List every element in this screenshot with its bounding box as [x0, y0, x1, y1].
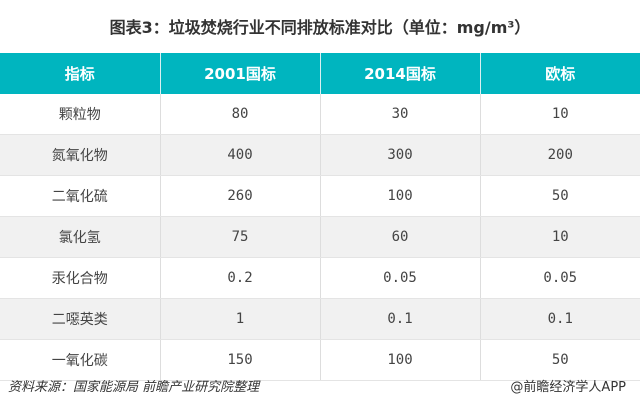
- table-cell: 60: [320, 216, 481, 258]
- table-cell: 75: [160, 216, 321, 258]
- table-cell: 0.1: [320, 298, 481, 340]
- row-label: 颗粒物: [0, 94, 161, 135]
- row-label: 氯化氢: [0, 216, 161, 258]
- table-cell: 1: [160, 298, 321, 340]
- row-label: 二氧化硫: [0, 175, 161, 217]
- table-row: 一氧化碳 150 100 50: [0, 339, 640, 381]
- source-note: 资料来源：国家能源局 前瞻产业研究院整理: [8, 380, 260, 395]
- row-label: 氮氧化物: [0, 134, 161, 176]
- table-cell: 200: [480, 134, 640, 176]
- column-header: 欧标: [480, 53, 640, 94]
- table-cell: 0.1: [480, 298, 640, 340]
- chart-title: 图表3：垃圾焚烧行业不同排放标准对比（单位：mg/m³）: [109, 18, 531, 37]
- table-cell: 30: [320, 94, 481, 135]
- row-label: 二噁英类: [0, 298, 161, 340]
- table-row: 二氧化硫 260 100 50: [0, 175, 640, 217]
- table-cell: 0.05: [320, 257, 481, 299]
- row-label: 一氧化碳: [0, 339, 161, 381]
- table-cell: 260: [160, 175, 321, 217]
- table-cell: 50: [480, 339, 640, 381]
- table-cell: 0.05: [480, 257, 640, 299]
- table-cell: 400: [160, 134, 321, 176]
- table-row: 二噁英类 1 0.1 0.1: [0, 298, 640, 340]
- table-cell: 100: [320, 175, 481, 217]
- table-cell: 100: [320, 339, 481, 381]
- table-cell: 0.2: [160, 257, 321, 299]
- table-cell: 10: [480, 216, 640, 258]
- column-header: 指标: [0, 53, 161, 94]
- column-header: 2001国标: [160, 53, 321, 94]
- column-header: 2014国标: [320, 53, 481, 94]
- table-cell: 300: [320, 134, 481, 176]
- table-cell: 80: [160, 94, 321, 135]
- table-cell: 10: [480, 94, 640, 135]
- row-label: 汞化合物: [0, 257, 161, 299]
- emission-standards-table: 指标 2001国标 2014国标 欧标 颗粒物 80 30 10 氮氧化物 400 300 2…: [0, 53, 640, 381]
- table-row: 氯化氢 75 60 10: [0, 216, 640, 258]
- table-row: 汞化合物 0.2 0.05 0.05: [0, 257, 640, 299]
- table-row: 氮氧化物 400 300 200: [0, 134, 640, 176]
- table-cell: 50: [480, 175, 640, 217]
- header-row: 指标 2001国标 2014国标 欧标: [0, 53, 640, 94]
- table-row: 颗粒物 80 30 10: [0, 94, 640, 135]
- table-cell: 150: [160, 339, 321, 381]
- credit: @前瞻经济学人APP: [510, 380, 626, 395]
